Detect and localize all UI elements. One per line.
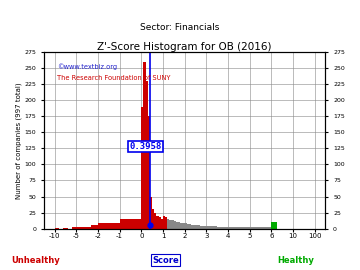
Bar bbox=[170, 220, 172, 229]
Bar bbox=[167, 219, 170, 229]
Bar bbox=[163, 216, 165, 229]
Bar bbox=[120, 219, 141, 229]
Bar bbox=[72, 227, 76, 229]
Bar bbox=[144, 62, 146, 229]
Title: Z'-Score Histogram for OB (2016): Z'-Score Histogram for OB (2016) bbox=[98, 42, 272, 52]
Text: ©www.textbiz.org: ©www.textbiz.org bbox=[57, 64, 117, 70]
Bar bbox=[261, 227, 271, 229]
Bar bbox=[63, 228, 68, 229]
Bar bbox=[239, 227, 249, 229]
Text: Healthy: Healthy bbox=[277, 256, 314, 265]
Bar bbox=[185, 224, 187, 229]
Text: 0.3958: 0.3958 bbox=[129, 142, 161, 151]
Bar bbox=[228, 227, 239, 229]
Text: Sector: Financials: Sector: Financials bbox=[140, 23, 220, 32]
Bar bbox=[154, 212, 157, 229]
Bar bbox=[206, 226, 217, 229]
Bar bbox=[174, 221, 176, 229]
Bar bbox=[193, 225, 195, 229]
Bar bbox=[84, 227, 91, 229]
Bar bbox=[141, 107, 144, 229]
Bar bbox=[195, 225, 198, 229]
Bar bbox=[202, 226, 204, 229]
Bar bbox=[176, 222, 178, 229]
Bar bbox=[76, 227, 84, 229]
Bar bbox=[98, 224, 120, 229]
Bar bbox=[200, 226, 202, 229]
Bar bbox=[249, 227, 261, 229]
Text: Unhealthy: Unhealthy bbox=[12, 256, 60, 265]
Bar bbox=[178, 222, 180, 229]
Bar bbox=[150, 197, 152, 229]
Bar bbox=[187, 224, 189, 229]
Bar bbox=[152, 209, 154, 229]
Bar bbox=[183, 224, 185, 229]
Bar bbox=[191, 225, 193, 229]
Bar bbox=[217, 227, 228, 229]
Y-axis label: Number of companies (997 total): Number of companies (997 total) bbox=[15, 82, 22, 199]
Bar bbox=[91, 225, 98, 229]
Bar bbox=[159, 217, 161, 229]
Bar bbox=[180, 223, 183, 229]
Bar bbox=[146, 81, 148, 229]
Bar bbox=[172, 220, 174, 229]
Bar bbox=[204, 226, 206, 229]
Bar bbox=[189, 224, 191, 229]
Bar bbox=[165, 217, 167, 229]
Bar bbox=[0, 228, 11, 229]
Bar bbox=[55, 228, 59, 229]
Bar bbox=[161, 219, 163, 229]
Bar bbox=[198, 225, 200, 229]
Bar bbox=[157, 216, 159, 229]
Text: The Research Foundation of SUNY: The Research Foundation of SUNY bbox=[57, 75, 170, 81]
Bar bbox=[148, 116, 150, 229]
Text: Score: Score bbox=[152, 256, 179, 265]
Bar bbox=[271, 222, 277, 229]
